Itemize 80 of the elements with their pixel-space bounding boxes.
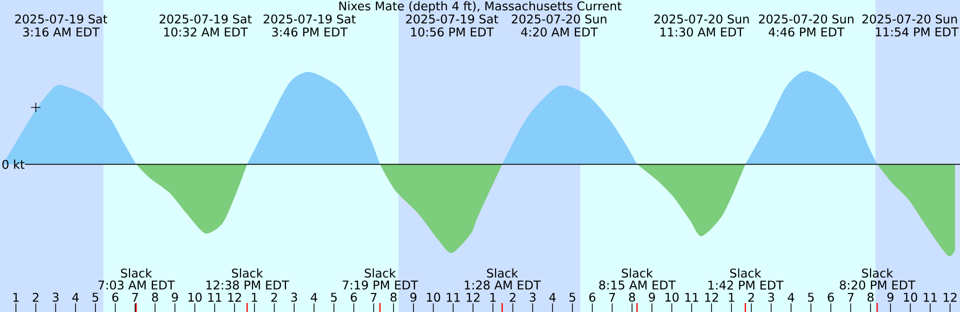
x-tick-label: 12 — [228, 292, 241, 302]
x-tick-label: 3 — [52, 292, 59, 302]
x-tick-label: 11 — [208, 292, 222, 302]
text: 12:38 PM EDT — [206, 280, 290, 290]
x-tick-label: 7 — [370, 292, 376, 302]
text: 4:46 PM EDT — [768, 27, 844, 37]
x-tick-label: 2 — [32, 292, 38, 302]
text: 2025-07-20 Sun — [654, 14, 749, 24]
x-tick-label: 10 — [426, 292, 440, 302]
text: 8:20 PM EDT — [840, 280, 916, 290]
x-tick-label: 12 — [705, 292, 718, 302]
text: 2025-07-20 Sun — [862, 14, 957, 24]
text: 3:16 AM EDT — [23, 27, 100, 37]
x-tick-label: 10 — [188, 292, 202, 302]
x-tick-label: 6 — [350, 292, 357, 302]
text: Slack — [487, 268, 518, 278]
x-tick-label: 2 — [510, 292, 516, 302]
text: 10:32 AM EDT — [164, 27, 248, 37]
x-tick-label: 8 — [390, 292, 397, 302]
x-tick-label: 4 — [310, 292, 318, 302]
x-tick-label: 7 — [848, 292, 854, 302]
text: 1:28 AM EDT — [464, 280, 541, 290]
x-tick-label: 10 — [665, 292, 679, 302]
text: 2025-07-19 Sat — [264, 14, 356, 24]
x-tick-label: 1 — [490, 292, 496, 302]
x-tick-label: 1 — [252, 292, 258, 302]
x-tick-label: 1 — [13, 292, 19, 302]
x-tick-label: 11 — [685, 292, 698, 302]
x-tick-label: 6 — [589, 292, 596, 302]
text: Slack — [232, 268, 264, 278]
text: 10:56 PM EDT — [411, 27, 494, 37]
x-tick-label: 4 — [788, 292, 794, 302]
text: Slack — [364, 268, 396, 278]
x-tick-label: 9 — [172, 292, 178, 302]
x-tick-label: 8 — [629, 292, 636, 302]
text: Slack — [121, 268, 152, 278]
x-tick-label: 2 — [271, 292, 277, 302]
x-tick-label: 5 — [808, 292, 814, 302]
x-tick-label: 3 — [291, 292, 298, 302]
x-tick-label: 1 — [728, 292, 734, 302]
text: 1:42 PM EDT — [708, 280, 784, 290]
x-tick-label: 7 — [609, 292, 615, 302]
x-tick-label: 5 — [92, 292, 98, 302]
x-tick-label: 12 — [466, 292, 480, 302]
text: 11:54 PM EDT — [876, 28, 959, 36]
x-tick-label: 4 — [549, 292, 556, 302]
x-tick-label: 2 — [748, 292, 754, 302]
x-tick-label: 7 — [132, 292, 138, 302]
x-tick-label: 12 — [944, 292, 956, 302]
text: 2025-07-20 Sun — [758, 14, 854, 24]
x-tick-label: 8 — [152, 292, 158, 302]
text: 2025-07-20 Sun — [512, 14, 606, 24]
x-tick-label: 9 — [410, 292, 416, 302]
text: Slack — [622, 268, 653, 278]
x-tick-label: 9 — [648, 292, 655, 302]
x-tick-label: 4 — [72, 292, 79, 302]
text: 3:46 PM EDT — [272, 27, 348, 37]
x-tick-label: 6 — [828, 292, 834, 302]
text: Slack — [862, 268, 894, 278]
x-tick-label: 10 — [904, 292, 918, 302]
text: Slack — [730, 268, 762, 278]
text: 2025-07-19 Sat — [160, 14, 252, 24]
x-tick-label: 3 — [530, 292, 536, 302]
text: 7:03 AM EDT — [98, 280, 175, 290]
x-tick-label: 11 — [446, 292, 460, 302]
x-tick-label: 3 — [768, 292, 774, 302]
text: 4:20 AM EDT — [521, 27, 598, 37]
x-tick-label: 11 — [924, 292, 937, 302]
text: 11:30 AM EDT — [660, 27, 744, 37]
text: 8:15 AM EDT — [599, 280, 676, 290]
x-tick-label: 5 — [570, 292, 576, 302]
x-tick-label: 5 — [331, 292, 337, 302]
chart-title: Nixes Mate (depth 4 ft), Massachusetts Current — [339, 1, 622, 13]
annotation: 0 kt — [2, 160, 24, 169]
x-tick-label: 8 — [868, 292, 874, 302]
x-tick-label: 6 — [112, 292, 118, 302]
x-tick-label: 9 — [887, 292, 894, 302]
text: 2025-07-19 Sat — [15, 14, 108, 24]
text: 2025-07-19 Sat — [406, 14, 498, 24]
text: 7:19 PM EDT — [342, 280, 418, 290]
